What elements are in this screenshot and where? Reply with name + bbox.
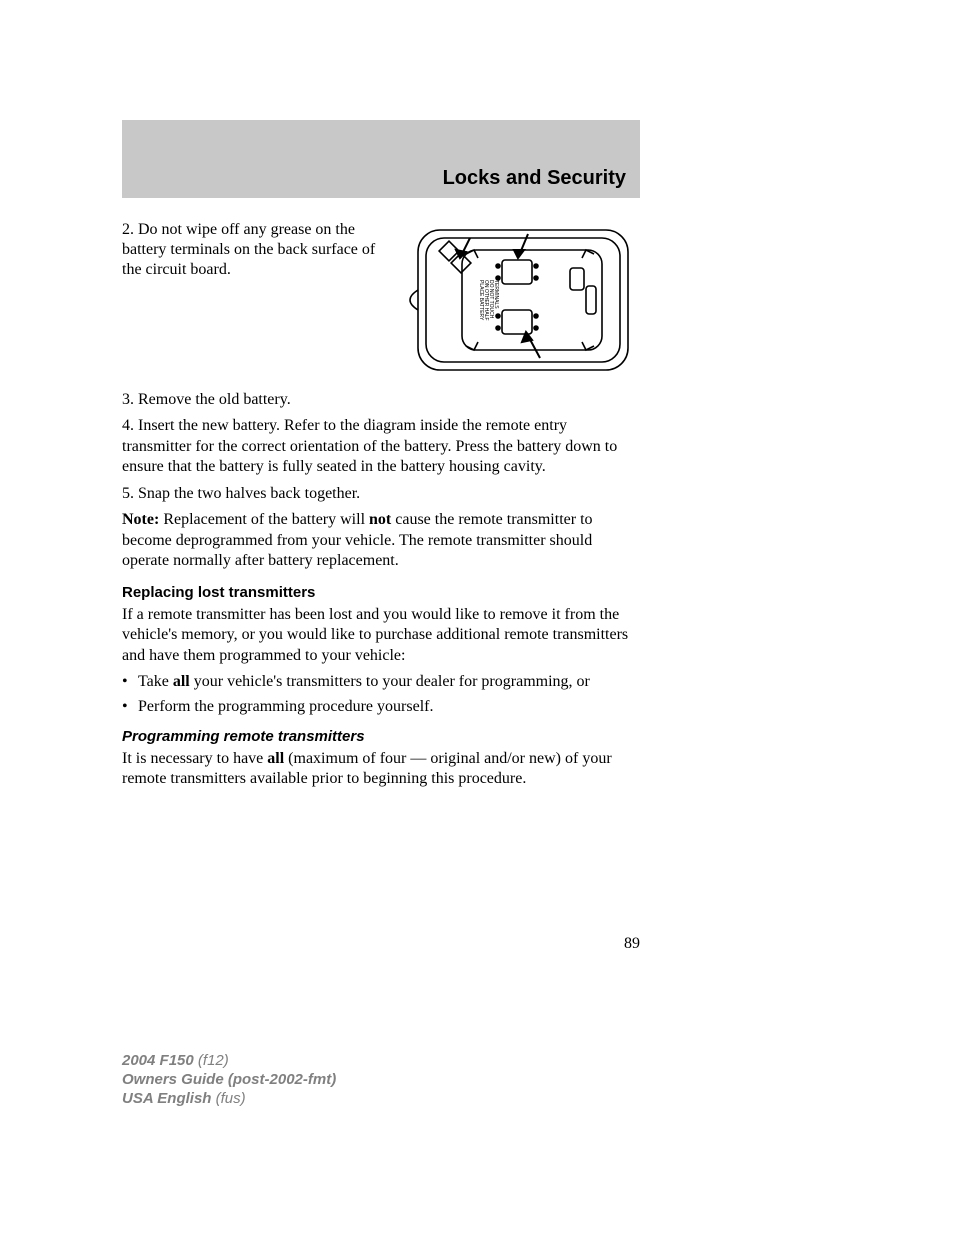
section-title: Locks and Security xyxy=(443,167,626,190)
footer-l1-bold: 2004 F150 xyxy=(122,1052,198,1069)
step3: 3. Remove the old battery. xyxy=(122,390,640,410)
note-label: Note: xyxy=(122,511,159,528)
replacing-heading: Replacing lost transmitters xyxy=(122,584,640,601)
remote-diagram: PLACE BATTERY ON OTHER HALF DO NOT TOUCH… xyxy=(400,220,640,380)
note-bold: not xyxy=(369,511,391,528)
footer-l3-italic: (fus) xyxy=(216,1090,246,1107)
svg-text:TERMINALS: TERMINALS xyxy=(493,280,499,309)
bullet-1: Take all your vehicle's transmitters to … xyxy=(122,672,640,693)
step5: 5. Snap the two halves back together. xyxy=(122,484,640,504)
step2-row: 2. Do not wipe off any grease on the bat… xyxy=(122,220,640,380)
footer-l2-bold: Owners Guide (post-2002-fmt) xyxy=(122,1071,336,1088)
footer-l3-bold: USA English xyxy=(122,1090,216,1107)
note-paragraph: Note: Replacement of the battery will no… xyxy=(122,510,640,571)
programming-heading: Programming remote transmitters xyxy=(122,728,640,745)
prog-pre: It is necessary to have xyxy=(122,750,267,767)
b1-bold: all xyxy=(173,673,190,690)
programming-text: It is necessary to have all (maximum of … xyxy=(122,749,640,790)
footer-l1-italic: (f12) xyxy=(198,1052,229,1069)
b1-post: your vehicle's transmitters to your deal… xyxy=(190,673,590,690)
footer-line2: Owners Guide (post-2002-fmt) xyxy=(122,1071,336,1090)
replacing-intro: If a remote transmitter has been lost an… xyxy=(122,605,640,666)
footer-line1: 2004 F150 (f12) xyxy=(122,1052,336,1071)
header-bar: Locks and Security xyxy=(122,120,640,198)
keyfob-diagram-icon: PLACE BATTERY ON OTHER HALF DO NOT TOUCH… xyxy=(400,220,640,380)
page-content: 2. Do not wipe off any grease on the bat… xyxy=(122,220,640,796)
footer: 2004 F150 (f12) Owners Guide (post-2002-… xyxy=(122,1052,336,1108)
b1-pre: Take xyxy=(138,673,173,690)
bullet-2: Perform the programming procedure yourse… xyxy=(122,697,640,718)
footer-line3: USA English (fus) xyxy=(122,1090,336,1109)
note-pre: Replacement of the battery will xyxy=(159,511,369,528)
step4: 4. Insert the new battery. Refer to the … xyxy=(122,416,640,477)
prog-bold: all xyxy=(267,750,284,767)
replacing-bullets: Take all your vehicle's transmitters to … xyxy=(122,672,640,718)
step2-text: 2. Do not wipe off any grease on the bat… xyxy=(122,220,388,380)
page-number: 89 xyxy=(624,935,640,953)
